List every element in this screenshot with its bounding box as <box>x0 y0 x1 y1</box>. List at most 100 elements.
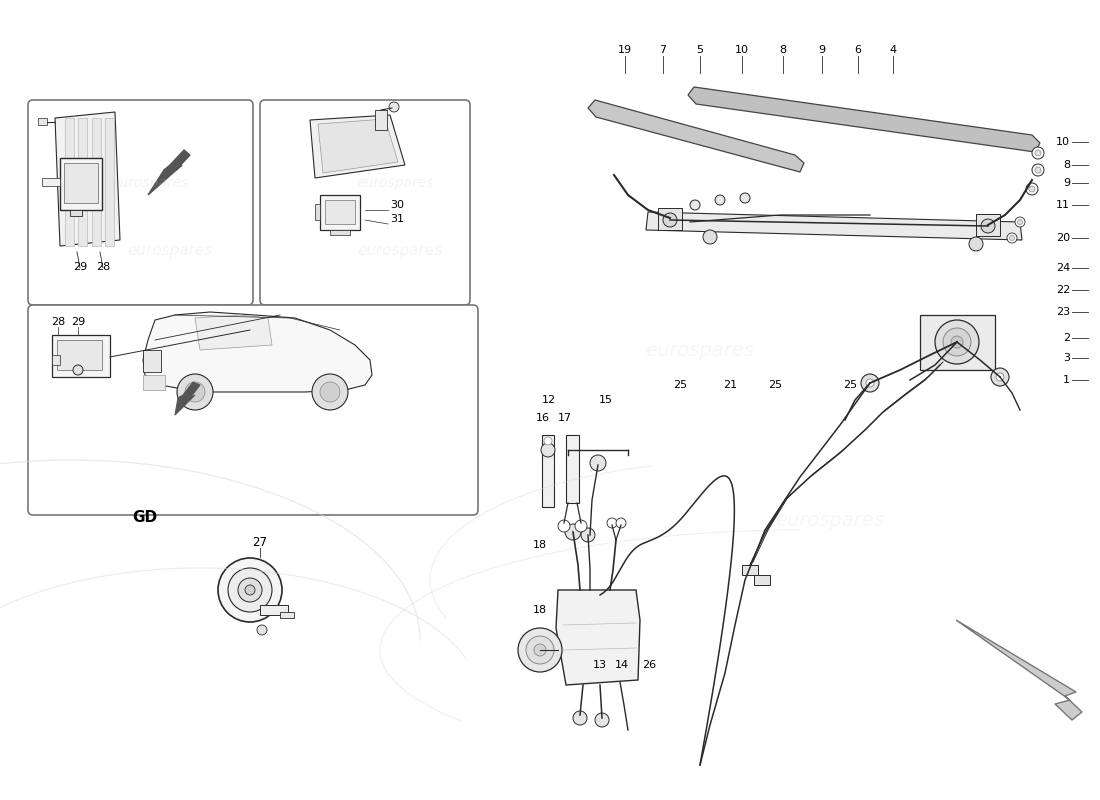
Text: eurospares: eurospares <box>111 176 189 190</box>
Text: 25: 25 <box>843 380 857 390</box>
Circle shape <box>558 520 570 532</box>
Polygon shape <box>310 115 405 178</box>
Circle shape <box>518 628 562 672</box>
Polygon shape <box>175 382 200 415</box>
Circle shape <box>565 524 581 540</box>
Bar <box>742 565 758 575</box>
Circle shape <box>312 374 348 410</box>
Bar <box>658 208 682 230</box>
Text: 14: 14 <box>615 660 629 670</box>
Circle shape <box>991 368 1009 386</box>
Polygon shape <box>588 100 804 172</box>
Circle shape <box>1035 167 1041 173</box>
Text: 29: 29 <box>70 317 85 327</box>
Circle shape <box>663 213 676 227</box>
Text: 1: 1 <box>1063 375 1070 385</box>
Circle shape <box>320 382 340 402</box>
Bar <box>52 355 60 365</box>
Bar <box>143 350 161 372</box>
Bar <box>320 195 360 230</box>
Circle shape <box>1032 147 1044 159</box>
Circle shape <box>969 237 983 251</box>
Text: 24: 24 <box>1056 263 1070 273</box>
Circle shape <box>73 365 82 375</box>
FancyBboxPatch shape <box>28 305 478 515</box>
Text: 10: 10 <box>1056 137 1070 147</box>
Circle shape <box>935 320 979 364</box>
Bar <box>566 435 579 503</box>
Circle shape <box>1026 183 1038 195</box>
Text: 15: 15 <box>600 395 613 405</box>
Bar <box>143 375 165 390</box>
Bar <box>542 435 554 507</box>
Text: 29: 29 <box>73 262 87 272</box>
Circle shape <box>1028 186 1035 192</box>
Text: 9: 9 <box>818 45 826 55</box>
Bar <box>42 178 60 186</box>
Text: 18: 18 <box>532 540 547 550</box>
Text: 8: 8 <box>1063 160 1070 170</box>
Text: eurospares: eurospares <box>358 242 442 258</box>
Bar <box>104 118 114 246</box>
Bar <box>315 204 320 220</box>
Text: 2: 2 <box>1063 333 1070 343</box>
Bar <box>920 315 996 370</box>
Circle shape <box>590 455 606 471</box>
Circle shape <box>607 518 617 528</box>
Circle shape <box>616 518 626 528</box>
Bar <box>976 214 1000 236</box>
Text: 22: 22 <box>1056 285 1070 295</box>
Text: 25: 25 <box>768 380 782 390</box>
Circle shape <box>690 200 700 210</box>
Circle shape <box>389 102 399 112</box>
Text: 26: 26 <box>642 660 656 670</box>
Bar <box>260 605 288 615</box>
Polygon shape <box>646 212 1022 240</box>
FancyBboxPatch shape <box>28 100 253 305</box>
Circle shape <box>575 520 587 532</box>
Circle shape <box>1018 219 1023 225</box>
Bar <box>70 210 82 216</box>
Circle shape <box>544 437 552 445</box>
Text: 27: 27 <box>253 536 267 549</box>
Text: eurospares: eurospares <box>128 242 212 258</box>
Circle shape <box>952 336 962 348</box>
Polygon shape <box>956 620 1082 720</box>
Circle shape <box>177 374 213 410</box>
Bar <box>65 118 74 246</box>
Text: 28: 28 <box>96 262 110 272</box>
Circle shape <box>257 625 267 635</box>
Circle shape <box>526 636 554 664</box>
Bar <box>754 575 770 585</box>
Text: 30: 30 <box>390 200 404 210</box>
Text: 19: 19 <box>618 45 632 55</box>
Polygon shape <box>55 112 120 246</box>
Text: 21: 21 <box>723 380 737 390</box>
Bar <box>39 118 47 125</box>
Bar <box>324 200 355 224</box>
Bar <box>330 230 350 235</box>
Text: 7: 7 <box>659 45 667 55</box>
Bar <box>92 118 101 246</box>
Circle shape <box>1010 235 1014 241</box>
Text: 3: 3 <box>1063 353 1070 363</box>
Circle shape <box>541 443 556 457</box>
Text: 6: 6 <box>855 45 861 55</box>
Polygon shape <box>556 590 640 685</box>
Text: 18: 18 <box>532 605 547 615</box>
Text: 11: 11 <box>1056 200 1070 210</box>
Text: 17: 17 <box>558 413 572 423</box>
Text: 12: 12 <box>542 395 557 405</box>
Text: eurospares: eurospares <box>646 341 755 359</box>
Bar <box>57 340 102 370</box>
Text: 28: 28 <box>51 317 65 327</box>
Circle shape <box>861 374 879 392</box>
Circle shape <box>715 195 725 205</box>
Circle shape <box>996 373 1004 381</box>
Circle shape <box>1035 150 1041 156</box>
Circle shape <box>228 568 272 612</box>
Circle shape <box>740 193 750 203</box>
Circle shape <box>595 713 609 727</box>
Circle shape <box>1015 217 1025 227</box>
Circle shape <box>238 578 262 602</box>
